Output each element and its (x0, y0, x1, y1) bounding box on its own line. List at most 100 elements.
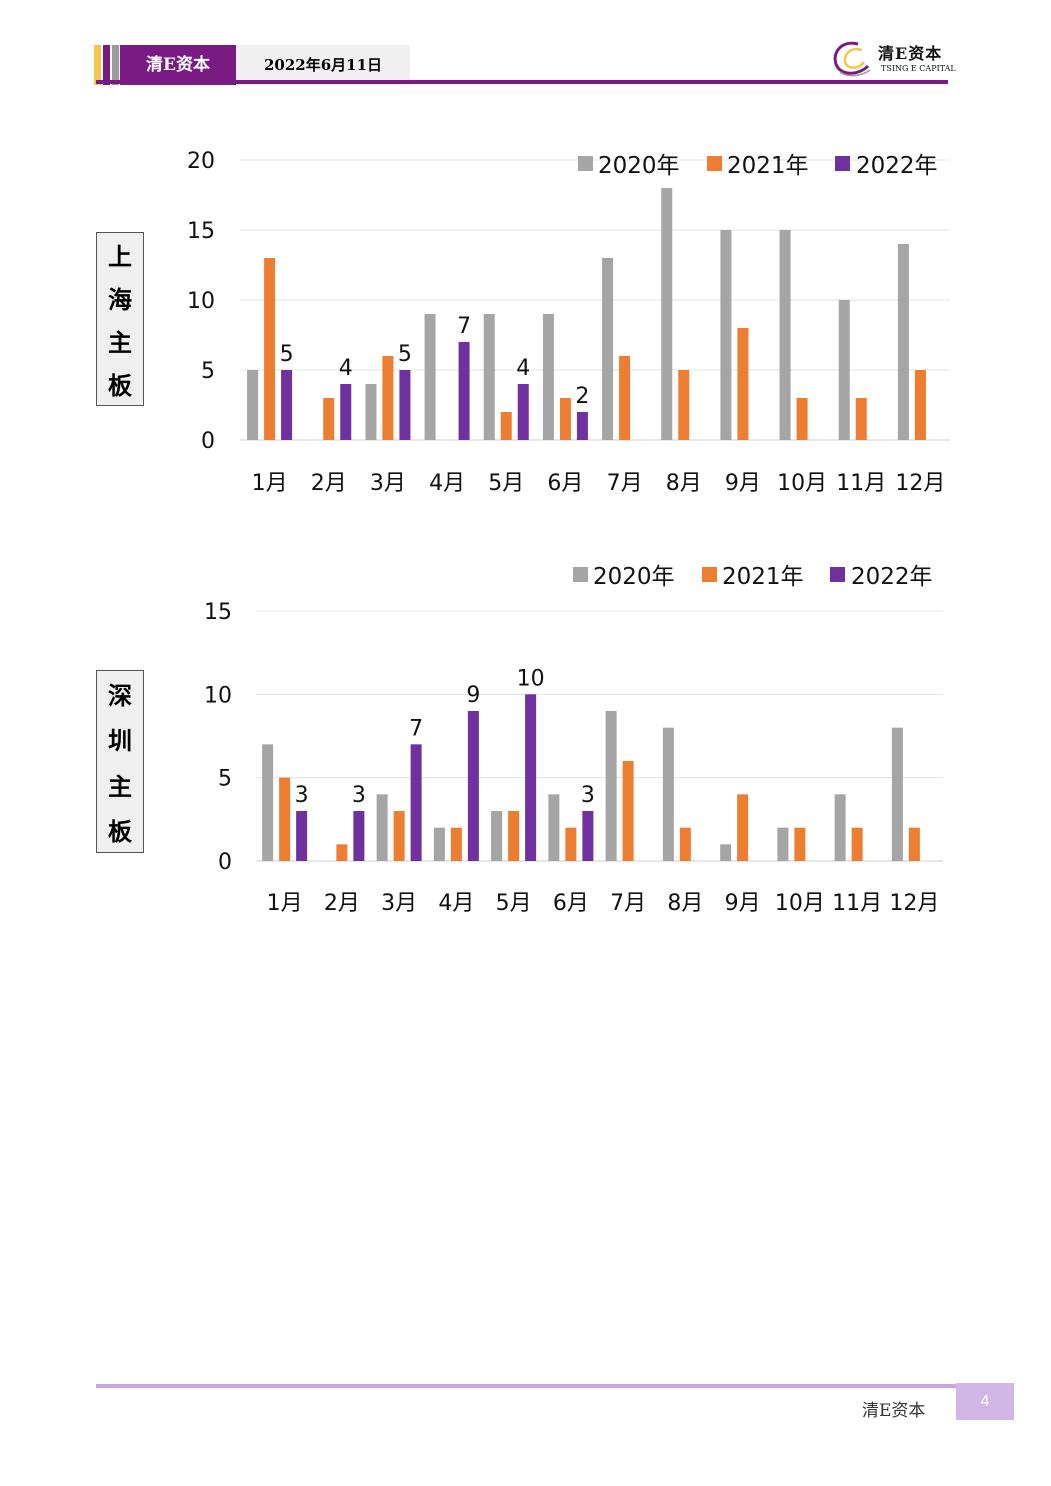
data-label: 3 (295, 783, 309, 808)
side-label-char: 板 (108, 817, 132, 846)
x-tick-label: 12月 (895, 471, 945, 496)
bar (500, 412, 512, 440)
footer-brand: 清E资本 (862, 1401, 926, 1421)
x-tick-label: 5月 (496, 891, 532, 916)
side-label-char: 板 (108, 372, 132, 400)
header-stripe-gold (94, 45, 101, 85)
header-stripe-purple (103, 45, 110, 85)
x-tick-label: 1月 (252, 471, 288, 496)
bar (399, 370, 411, 440)
bar (605, 711, 617, 861)
logo-text-en: TSING E CAPITAL (881, 64, 956, 73)
logo-text-cn: 清E资本 (878, 44, 943, 63)
x-tick-label: 2月 (311, 471, 347, 496)
data-label: 4 (516, 356, 530, 381)
y-tick-label: 10 (204, 683, 232, 708)
data-label: 7 (457, 314, 471, 339)
header-rule (96, 80, 948, 84)
bar (565, 827, 577, 861)
bar (353, 811, 365, 861)
bar (576, 412, 588, 440)
y-tick-label: 5 (201, 359, 215, 384)
side-label-char: 圳 (108, 727, 132, 756)
legend-swatch (830, 567, 845, 582)
x-tick-label: 11月 (836, 471, 886, 496)
bar (517, 384, 529, 440)
x-tick-label: 3月 (370, 471, 406, 496)
bar (393, 811, 405, 861)
bar (424, 314, 436, 440)
side-label-char: 主 (108, 329, 132, 357)
bar (897, 244, 909, 440)
data-label: 9 (466, 683, 480, 708)
legend-label: 2022年 (856, 153, 938, 179)
legend-label: 2021年 (727, 153, 809, 179)
bar (619, 356, 631, 440)
side-label-char: 深 (108, 682, 132, 711)
bar (467, 711, 479, 861)
data-label: 5 (398, 342, 412, 367)
x-tick-label: 10月 (777, 471, 827, 496)
legend-swatch (702, 567, 717, 582)
page-number: 4 (956, 1383, 1014, 1420)
y-tick-label: 5 (218, 767, 232, 792)
bar (661, 188, 673, 440)
bar (382, 356, 394, 440)
legend-label: 2021年 (722, 564, 804, 590)
data-label: 3 (352, 783, 366, 808)
legend-label: 2020年 (598, 153, 680, 179)
y-tick-label: 0 (201, 429, 215, 454)
bar (622, 761, 634, 861)
bar (542, 314, 554, 440)
x-tick-label: 1月 (267, 891, 303, 916)
legend-label: 2022年 (851, 564, 933, 590)
y-tick-label: 0 (218, 850, 232, 875)
bar (838, 300, 850, 440)
legend-label: 2020年 (593, 564, 675, 590)
bar (679, 827, 691, 861)
bar (262, 744, 274, 861)
bar (279, 777, 291, 861)
bar (834, 794, 846, 861)
bar (548, 794, 560, 861)
data-label: 4 (339, 356, 353, 381)
data-label: 10 (517, 666, 545, 691)
bar (483, 314, 495, 440)
bar (855, 398, 867, 440)
bar (582, 811, 594, 861)
bar (737, 328, 749, 440)
bar (450, 827, 462, 861)
side-label-shanghai: 上 海 主 板 (96, 232, 144, 406)
x-tick-label: 4月 (438, 891, 474, 916)
x-tick-label: 10月 (775, 891, 825, 916)
legend-swatch (835, 156, 850, 171)
bar (458, 342, 470, 440)
bar (376, 794, 388, 861)
bar (779, 230, 791, 440)
bar (662, 727, 674, 861)
data-label: 2 (575, 384, 589, 409)
x-tick-label: 4月 (429, 471, 465, 496)
data-label: 3 (581, 783, 595, 808)
legend-swatch (707, 156, 722, 171)
side-label-char: 海 (108, 286, 132, 314)
legend-swatch (578, 156, 593, 171)
data-label: 5 (280, 342, 294, 367)
bar (777, 827, 789, 861)
bar (794, 827, 806, 861)
bar (851, 827, 863, 861)
x-tick-label: 2月 (324, 891, 360, 916)
footer-rule (96, 1384, 956, 1388)
x-tick-label: 12月 (889, 891, 939, 916)
header-date: 2022年6月11日 (236, 45, 410, 85)
bar (914, 370, 926, 440)
y-tick-label: 15 (187, 219, 215, 244)
x-tick-label: 9月 (725, 471, 761, 496)
bar (737, 794, 749, 861)
x-tick-label: 5月 (488, 471, 524, 496)
x-tick-label: 8月 (666, 471, 702, 496)
bar (720, 230, 732, 440)
bar (678, 370, 690, 440)
bar (796, 398, 808, 440)
